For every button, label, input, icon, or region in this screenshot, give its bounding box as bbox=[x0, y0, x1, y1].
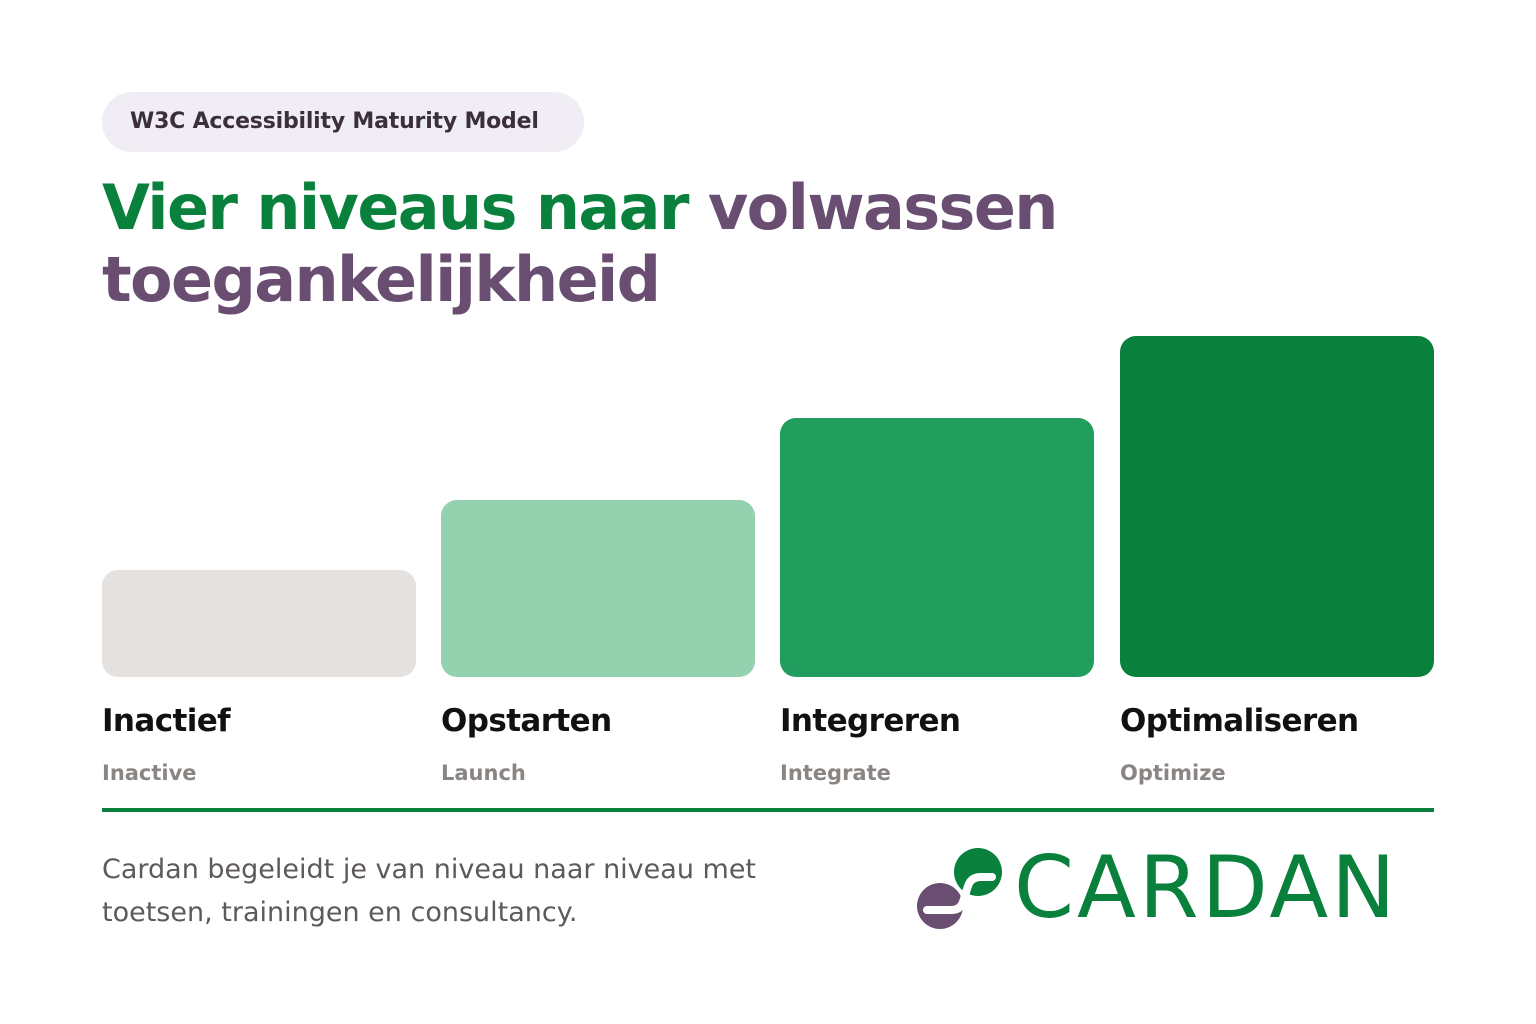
level-bar-integreren bbox=[780, 418, 1094, 677]
level-bar-inactief bbox=[102, 570, 416, 677]
footer-text: Cardan begeleidt je van niveau naar nive… bbox=[102, 854, 757, 928]
page-title: Vier niveaus naar volwassen toegankelijk… bbox=[102, 172, 1202, 316]
divider bbox=[102, 808, 1434, 812]
level-translation: Integrate bbox=[780, 761, 891, 785]
level-translation: Optimize bbox=[1120, 761, 1226, 785]
level-name: Inactief bbox=[102, 703, 231, 739]
title-highlight: Vier niveaus naar bbox=[102, 171, 708, 244]
title-rest: volwassen toegankelijkheid bbox=[102, 171, 1058, 316]
level-bar-opstarten bbox=[441, 500, 755, 677]
level-translation: Inactive bbox=[102, 761, 197, 785]
model-badge: W3C Accessibility Maturity Model bbox=[102, 92, 584, 152]
logo-wordmark: CARDAN bbox=[1014, 838, 1399, 938]
cardan-logo: CARDAN bbox=[914, 842, 1436, 934]
level-name: Opstarten bbox=[441, 703, 612, 739]
level-translation: Launch bbox=[441, 761, 526, 785]
cardan-logo-icon bbox=[917, 848, 1002, 929]
level-bar-optimaliseren bbox=[1120, 336, 1434, 677]
level-name: Integreren bbox=[780, 703, 961, 739]
level-name: Optimaliseren bbox=[1120, 703, 1359, 739]
